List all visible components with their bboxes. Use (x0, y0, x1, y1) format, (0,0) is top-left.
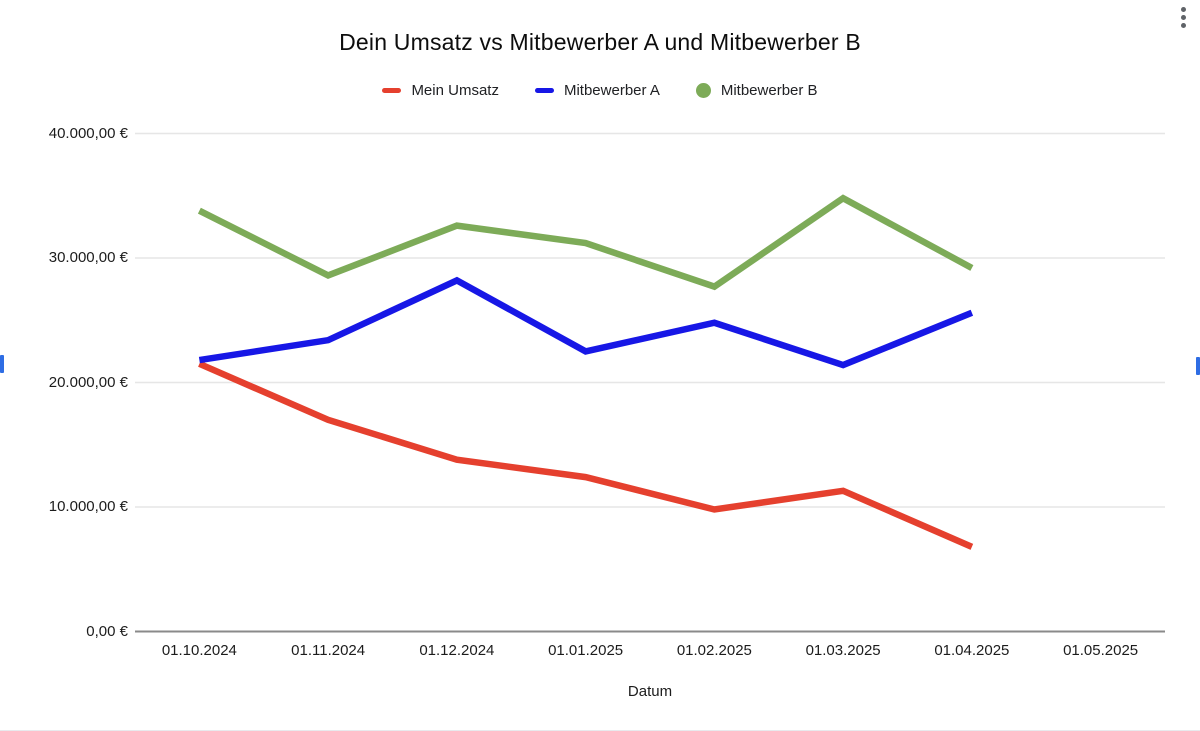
legend-marker-icon (382, 88, 402, 93)
menu-dot (1180, 22, 1186, 28)
chart-legend: Mein Umsatz Mitbewerber A Mitbewerber B (0, 82, 1200, 99)
x-axis-tick-label: 01.10.2024 (161, 642, 237, 659)
legend-label: Mitbewerber A (563, 82, 660, 99)
legend-marker-icon (534, 88, 554, 93)
x-axis-tick-label: 01.05.2025 (1063, 642, 1139, 659)
series-line-mitbewerber-a[interactable] (198, 276, 974, 369)
chart-options-menu-icon[interactable] (1174, 2, 1192, 32)
legend-marker-icon (695, 83, 711, 98)
y-axis-tick-label: 40.000,00 € (48, 124, 128, 142)
x-axis-tick-label: 01.04.2025 (934, 642, 1010, 659)
x-axis-title: Datum (627, 683, 673, 700)
legend-item[interactable]: Mein Umsatz (382, 82, 499, 99)
x-axis-tick-label: 01.11.2024 (291, 642, 366, 659)
selection-handle-left[interactable] (0, 355, 4, 373)
legend-label: Mein Umsatz (411, 82, 499, 99)
x-axis-tick-label: 01.01.2025 (548, 642, 624, 659)
series-line-mitbewerber-b[interactable] (197, 194, 974, 291)
x-axis-tick-label: 01.12.2024 (419, 642, 495, 659)
x-axis-tick-label: 01.03.2025 (805, 642, 881, 659)
x-axis-tick-label: 01.02.2025 (676, 642, 752, 659)
y-axis-tick-label: 0,00 € (86, 622, 128, 640)
legend-label: Mitbewerber B (720, 82, 818, 99)
legend-item[interactable]: Mitbewerber A (534, 82, 660, 99)
selection-handle-right[interactable] (1196, 357, 1200, 375)
y-axis-tick-label: 30.000,00 € (48, 249, 128, 266)
y-axis-tick-label: 10.000,00 € (48, 498, 128, 515)
y-axis-tick-label: 20.000,00 € (48, 373, 128, 391)
menu-dot (1180, 14, 1186, 20)
series-line-mein-umsatz[interactable] (198, 360, 974, 550)
legend-item[interactable]: Mitbewerber B (695, 82, 818, 99)
chart-title: Dein Umsatz vs Mitbewerber A und Mitbewe… (339, 29, 861, 55)
menu-dot (1180, 6, 1186, 12)
